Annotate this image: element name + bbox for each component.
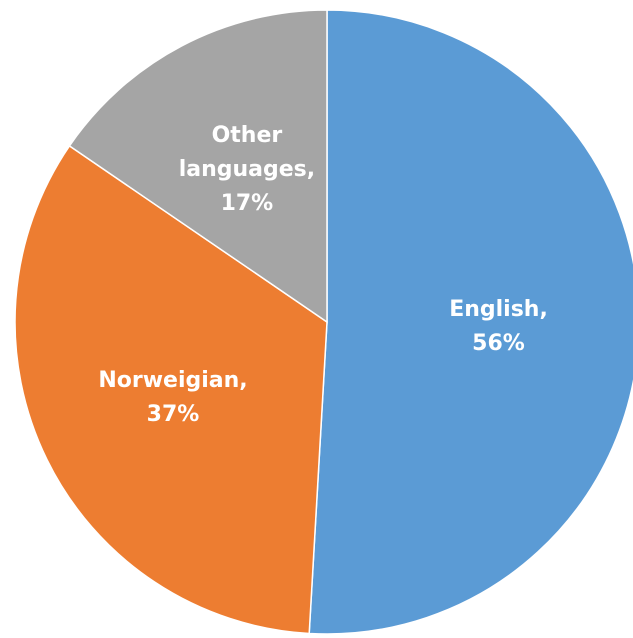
pie-slice bbox=[308, 9, 633, 635]
category-label: Other languages, bbox=[178, 123, 316, 183]
pie-slice bbox=[68, 9, 328, 324]
value-label: 37% bbox=[146, 401, 200, 427]
data-label: Norweigian, 37% bbox=[78, 364, 268, 432]
data-label: Other languages, 17% bbox=[177, 119, 317, 221]
value-label: 56% bbox=[472, 330, 525, 356]
data-label: English, 56% bbox=[404, 293, 594, 361]
category-label: Norweigian, bbox=[98, 367, 248, 393]
pie-slice bbox=[14, 144, 328, 635]
category-label: English, bbox=[449, 296, 548, 322]
value-label: 17% bbox=[220, 191, 274, 217]
